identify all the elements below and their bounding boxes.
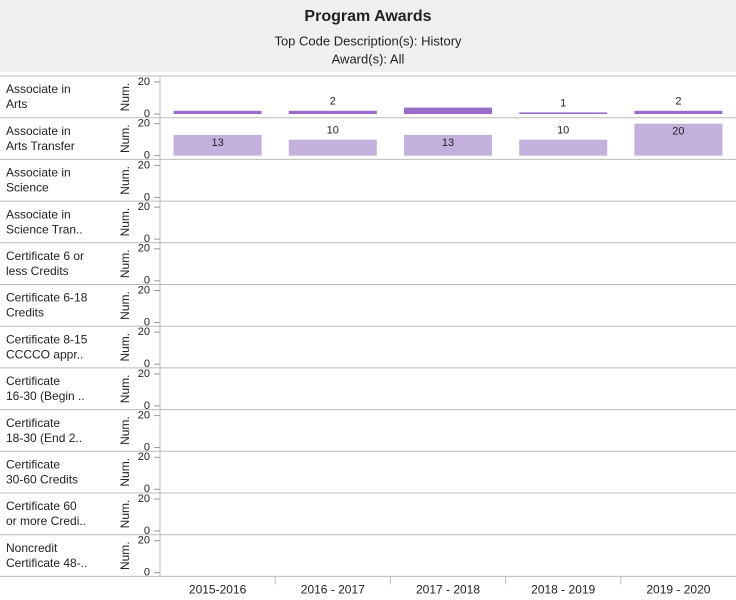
bar <box>173 134 262 156</box>
data-label: 20 <box>672 126 684 138</box>
x-tick-label: 2016 - 2017 <box>301 583 365 597</box>
data-label: 2 <box>330 96 336 108</box>
bar <box>519 139 608 156</box>
y-tick-label: 0 <box>144 233 150 245</box>
row-label: Certificate 6 or <box>6 249 84 263</box>
chart-title: Program Awards <box>304 8 431 25</box>
y-tick-label: 20 <box>138 368 150 380</box>
row-label: Associate in <box>6 166 71 180</box>
bar <box>404 107 492 114</box>
row-label: Certificate <box>6 457 60 471</box>
y-axis-label: Num. <box>118 458 132 487</box>
y-axis-label: Num. <box>118 416 132 445</box>
y-axis-label: Num. <box>118 500 132 529</box>
row-label: Science <box>6 181 49 195</box>
header-background <box>0 0 736 72</box>
chart-subtitle: Award(s): All <box>332 51 405 66</box>
y-tick-label: 0 <box>144 150 150 162</box>
data-label: 10 <box>327 125 339 137</box>
row-label: less Credits <box>6 264 69 278</box>
bar <box>634 110 723 114</box>
row-label: Science Tran.. <box>6 222 83 236</box>
row-label: Associate in <box>6 82 71 96</box>
y-tick-label: 0 <box>144 275 150 287</box>
y-tick-label: 0 <box>144 567 150 579</box>
y-tick-label: 20 <box>138 493 150 505</box>
bar <box>173 110 262 114</box>
data-label: 2 <box>675 96 681 108</box>
row-label: 16-30 (Begin .. <box>6 389 85 403</box>
data-label: 10 <box>557 125 569 137</box>
row-label: Noncredit <box>6 541 58 555</box>
y-tick-label: 0 <box>144 358 150 370</box>
y-axis-label: Num. <box>118 124 132 153</box>
y-axis-label: Num. <box>118 249 132 278</box>
y-tick-label: 20 <box>138 159 150 171</box>
y-tick-label: 20 <box>138 535 150 547</box>
y-tick-label: 20 <box>138 284 150 296</box>
row-label: Certificate 8-15 <box>6 332 88 346</box>
y-tick-label: 20 <box>138 201 150 213</box>
y-tick-label: 20 <box>138 451 150 463</box>
y-axis-label: Num. <box>118 333 132 362</box>
data-label: 13 <box>211 137 223 149</box>
y-tick-label: 0 <box>144 483 150 495</box>
y-tick-label: 0 <box>144 400 150 412</box>
row-label: Certificate 6-18 <box>6 291 88 305</box>
y-axis-label: Num. <box>118 166 132 195</box>
row-label: 18-30 (End 2.. <box>6 431 82 445</box>
y-axis-label: Num. <box>118 208 132 237</box>
x-tick-label: 2018 - 2019 <box>531 583 595 597</box>
chart-subtitle: Top Code Description(s): History <box>274 33 462 48</box>
data-label: 13 <box>442 137 454 149</box>
row-label: Associate in <box>6 207 71 221</box>
y-axis-label: Num. <box>118 541 132 570</box>
data-label: 1 <box>560 97 566 109</box>
y-axis-label: Num. <box>118 375 132 404</box>
y-tick-label: 20 <box>138 326 150 338</box>
row-label: Arts Transfer <box>6 139 75 153</box>
row-label: CCCCO appr.. <box>6 347 83 361</box>
row-label: Certificate <box>6 416 60 430</box>
x-tick-label: 2015-2016 <box>189 583 247 597</box>
y-tick-label: 0 <box>144 191 150 203</box>
bar <box>288 110 377 114</box>
row-label: Credits <box>6 306 44 320</box>
y-tick-label: 0 <box>144 442 150 454</box>
bar <box>634 123 723 156</box>
row-label: 30-60 Credits <box>6 472 78 486</box>
row-label: Certificate 48-.. <box>6 556 87 570</box>
y-tick-label: 0 <box>144 108 150 120</box>
y-tick-label: 20 <box>138 243 150 255</box>
y-tick-label: 20 <box>138 118 150 130</box>
row-label: Certificate <box>6 374 60 388</box>
bar <box>404 134 492 156</box>
row-label: Associate in <box>6 124 71 138</box>
bar <box>288 139 377 156</box>
x-tick-label: 2019 - 2020 <box>646 583 710 597</box>
y-tick-label: 0 <box>144 525 150 537</box>
y-tick-label: 0 <box>144 316 150 328</box>
x-tick-label: 2017 - 2018 <box>416 583 480 597</box>
y-axis-label: Num. <box>118 83 132 112</box>
y-tick-label: 20 <box>138 410 150 422</box>
row-label: Arts <box>6 97 27 111</box>
row-label: Certificate 60 <box>6 499 77 513</box>
y-tick-label: 20 <box>138 76 150 88</box>
y-axis-label: Num. <box>118 291 132 320</box>
row-label: or more Credi.. <box>6 514 86 528</box>
bar <box>519 112 608 114</box>
